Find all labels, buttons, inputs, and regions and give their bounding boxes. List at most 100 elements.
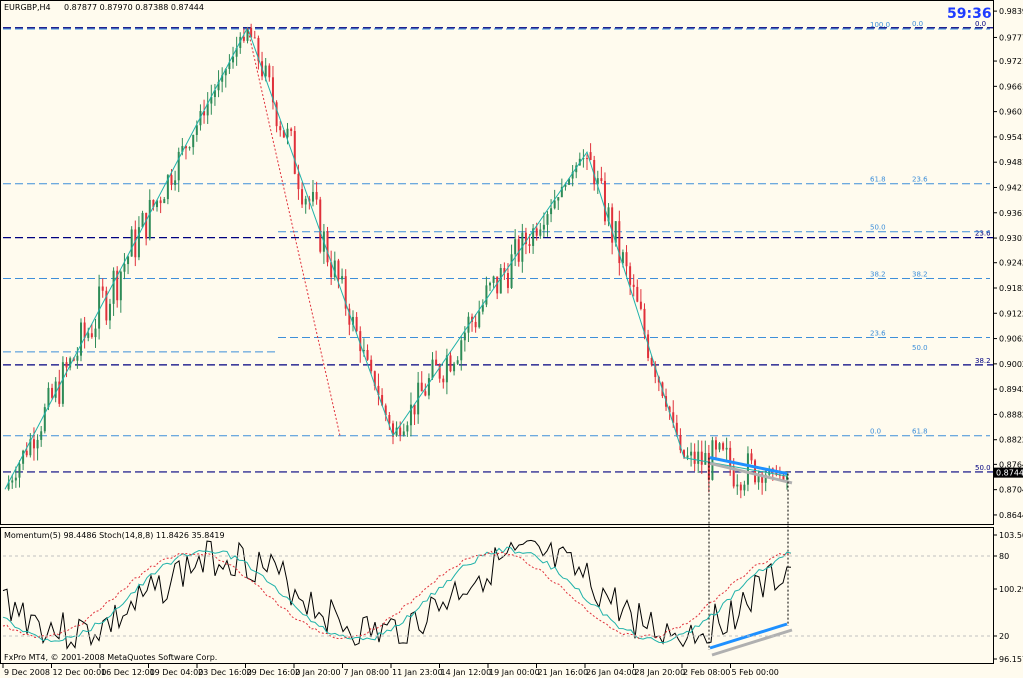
price-tick-label: 0.93610 bbox=[999, 209, 1023, 218]
price-tick-label: 0.97210 bbox=[999, 57, 1023, 66]
indicator-lines bbox=[2, 539, 793, 657]
candle-body bbox=[593, 160, 596, 185]
price-tick-label: 0.88225 bbox=[999, 436, 1023, 445]
candle-body bbox=[553, 200, 556, 209]
candle-body bbox=[29, 439, 32, 456]
candle-body bbox=[217, 81, 220, 91]
fib-label-mid: 100.0 bbox=[870, 21, 890, 29]
candle-body bbox=[362, 349, 365, 352]
candle-body bbox=[413, 404, 416, 415]
price-tick-label: 0.94210 bbox=[999, 183, 1023, 192]
fib-label-right: 50.0 bbox=[912, 344, 928, 352]
candle-body bbox=[496, 276, 499, 294]
current-price-box bbox=[994, 467, 1023, 478]
candle-body bbox=[761, 473, 764, 483]
candle-body bbox=[603, 180, 606, 222]
momentum-tick-label: 100.2988 bbox=[999, 585, 1023, 594]
candle-body bbox=[51, 387, 54, 398]
candle-body bbox=[768, 468, 771, 475]
price-tick-label: 0.91225 bbox=[999, 309, 1023, 318]
fib-label-major: 23.6 bbox=[975, 230, 991, 238]
candle-body bbox=[625, 252, 628, 267]
price-tick-label: 0.96010 bbox=[999, 108, 1023, 117]
candle-body bbox=[532, 228, 535, 246]
time-tick-label: 11 Jan 23:00 bbox=[392, 668, 443, 677]
price-tick-label: 0.90025 bbox=[999, 360, 1023, 369]
fib-label-right: 61.8 bbox=[912, 428, 928, 436]
momentum-tick-label: 96.1577 bbox=[999, 655, 1023, 664]
candle-body bbox=[754, 460, 757, 483]
candle-body bbox=[550, 208, 553, 215]
candle-body bbox=[282, 130, 285, 138]
candle-body bbox=[568, 178, 571, 185]
candle-body bbox=[341, 276, 344, 280]
candle-body bbox=[235, 47, 238, 57]
candle-body bbox=[355, 316, 358, 332]
candle-body bbox=[402, 431, 405, 436]
candle-body bbox=[499, 268, 502, 294]
candle-body bbox=[377, 385, 380, 396]
candle-body bbox=[174, 180, 177, 185]
candle-body bbox=[453, 363, 456, 372]
candle-body bbox=[47, 387, 50, 408]
price-divergence-shadow bbox=[709, 461, 793, 485]
candle-body bbox=[510, 254, 513, 288]
candle-body bbox=[330, 262, 333, 278]
candle-body bbox=[253, 37, 256, 39]
candle-body bbox=[163, 199, 166, 204]
candle-body bbox=[481, 304, 484, 312]
candle-body bbox=[743, 484, 746, 491]
candle-body bbox=[460, 340, 463, 361]
candle-body bbox=[596, 178, 599, 185]
candle-body bbox=[69, 358, 72, 368]
time-tick-label: 5 Feb 00:00 bbox=[732, 668, 779, 677]
candle-body bbox=[786, 476, 788, 480]
fib-label-major: 38.2 bbox=[975, 357, 991, 365]
fib-label-right: 23.6 bbox=[912, 176, 928, 184]
candle-body bbox=[675, 422, 678, 435]
candle-body bbox=[704, 453, 707, 465]
candle-body bbox=[257, 37, 260, 62]
candle-body bbox=[148, 199, 151, 239]
candle-body bbox=[141, 212, 144, 228]
candle-body bbox=[290, 128, 293, 131]
candle-body bbox=[94, 328, 97, 338]
candle-body bbox=[672, 412, 675, 423]
candle-body bbox=[503, 268, 506, 274]
price-divergence-line bbox=[709, 456, 788, 476]
candle-body bbox=[420, 382, 423, 392]
candle-body bbox=[359, 331, 362, 352]
time-tick-label: 19 Dec 04:00 bbox=[150, 668, 204, 677]
time-tick-label: 21 Jan 16:00 bbox=[538, 668, 589, 677]
candle-body bbox=[388, 415, 391, 424]
candle-body bbox=[589, 152, 592, 161]
candle-body bbox=[632, 284, 635, 287]
candle-body bbox=[279, 126, 282, 131]
candle-body bbox=[166, 175, 169, 200]
candle-body bbox=[582, 158, 585, 160]
candle-body bbox=[750, 453, 753, 461]
price-tick-label: 0.91825 bbox=[999, 284, 1023, 293]
candle-body bbox=[668, 406, 671, 413]
zigzag-line bbox=[4, 26, 788, 490]
time-tick-label: 2 Jan 20:00 bbox=[295, 668, 341, 677]
candle-body bbox=[65, 362, 68, 368]
price-tick-label: 0.87640 bbox=[999, 460, 1023, 469]
candle-body bbox=[542, 224, 545, 230]
candle-body bbox=[427, 378, 430, 396]
indicator-panel[interactable] bbox=[0, 527, 994, 664]
candle-body bbox=[348, 308, 351, 325]
candle-body bbox=[639, 301, 642, 309]
candle-body bbox=[560, 186, 563, 198]
time-tick-label: 9 Dec 2008 bbox=[4, 668, 50, 677]
time-tick-label: 14 Jan 12:00 bbox=[441, 668, 492, 677]
candle-body bbox=[105, 290, 108, 321]
candle-body bbox=[213, 90, 216, 97]
candle-body bbox=[80, 322, 83, 356]
retracement-dotted-line bbox=[247, 27, 341, 436]
candle-body bbox=[232, 56, 235, 63]
candle-body bbox=[156, 200, 159, 208]
fib-label-right: 0.0 bbox=[912, 20, 923, 28]
time-tick-label: 28 Jan 20:00 bbox=[635, 668, 686, 677]
